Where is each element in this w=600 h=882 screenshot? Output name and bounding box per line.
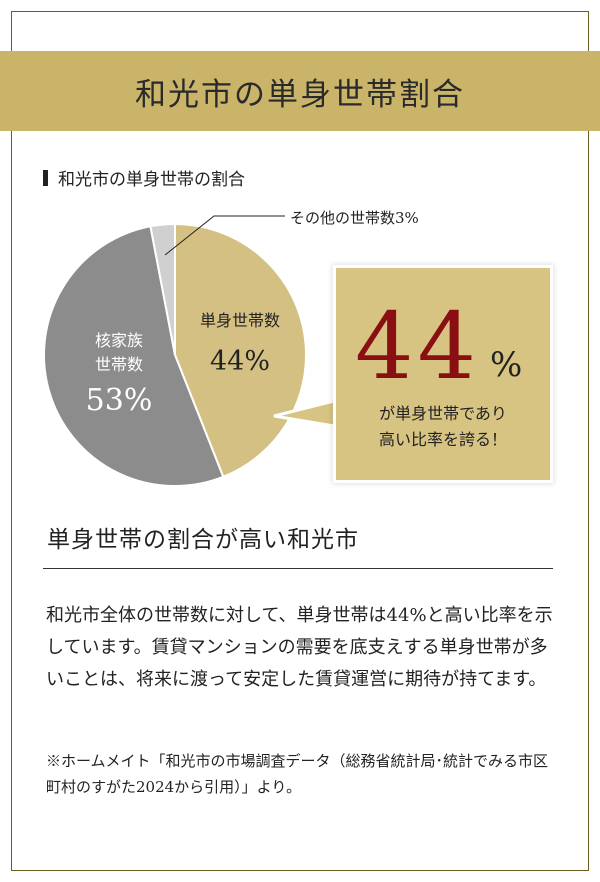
heading-divider <box>43 568 553 569</box>
pie-slice-other-households <box>149 222 176 356</box>
label-bar-icon <box>43 169 48 186</box>
pie-chart: その他の世帯数3% 単身世帯数 44% 核家族 世帯数 53% <box>42 209 419 487</box>
pie-slice-nuclear-households <box>42 225 225 487</box>
nuclear-slice-label-line1: 核家族 <box>95 331 143 350</box>
page-title: 和光市の単身世帯割合 <box>135 76 465 113</box>
callout-percent-sign: % <box>490 345 523 385</box>
single-slice-label: 単身世帯数 <box>200 311 280 330</box>
single-slice-value: 44% <box>210 346 270 377</box>
source-footnote: ※ホームメイト「和光市の市場調査データ（総務省統計局･統計でみる市区町村のすがた… <box>46 752 549 796</box>
other-slice-label: その他の世帯数3% <box>290 209 419 227</box>
callout-box <box>336 268 550 480</box>
section-heading: 単身世帯の割合が高い和光市 <box>47 527 359 553</box>
pie-slice-single-households <box>174 222 307 479</box>
nuclear-slice-label-line2: 世帯数 <box>95 355 143 374</box>
page-frame <box>11 11 589 871</box>
body-paragraph: 和光市全体の世帯数に対して、単身世帯は44%と高い比率を示しています。賃貸マンシ… <box>46 605 553 690</box>
callout-big-number: 44 <box>355 293 481 400</box>
chart-section-label: 和光市の単身世帯の割合 <box>43 165 245 190</box>
callout-text-line1: が単身世帯であり <box>379 404 507 423</box>
callout-text-line2: 高い比率を誇る！ <box>378 430 507 449</box>
other-leader-line <box>164 215 285 256</box>
chart-section-label-text: 和光市の単身世帯の割合 <box>58 170 245 190</box>
title-banner: 和光市の単身世帯割合 <box>0 51 600 131</box>
nuclear-slice-value: 53% <box>86 383 153 418</box>
